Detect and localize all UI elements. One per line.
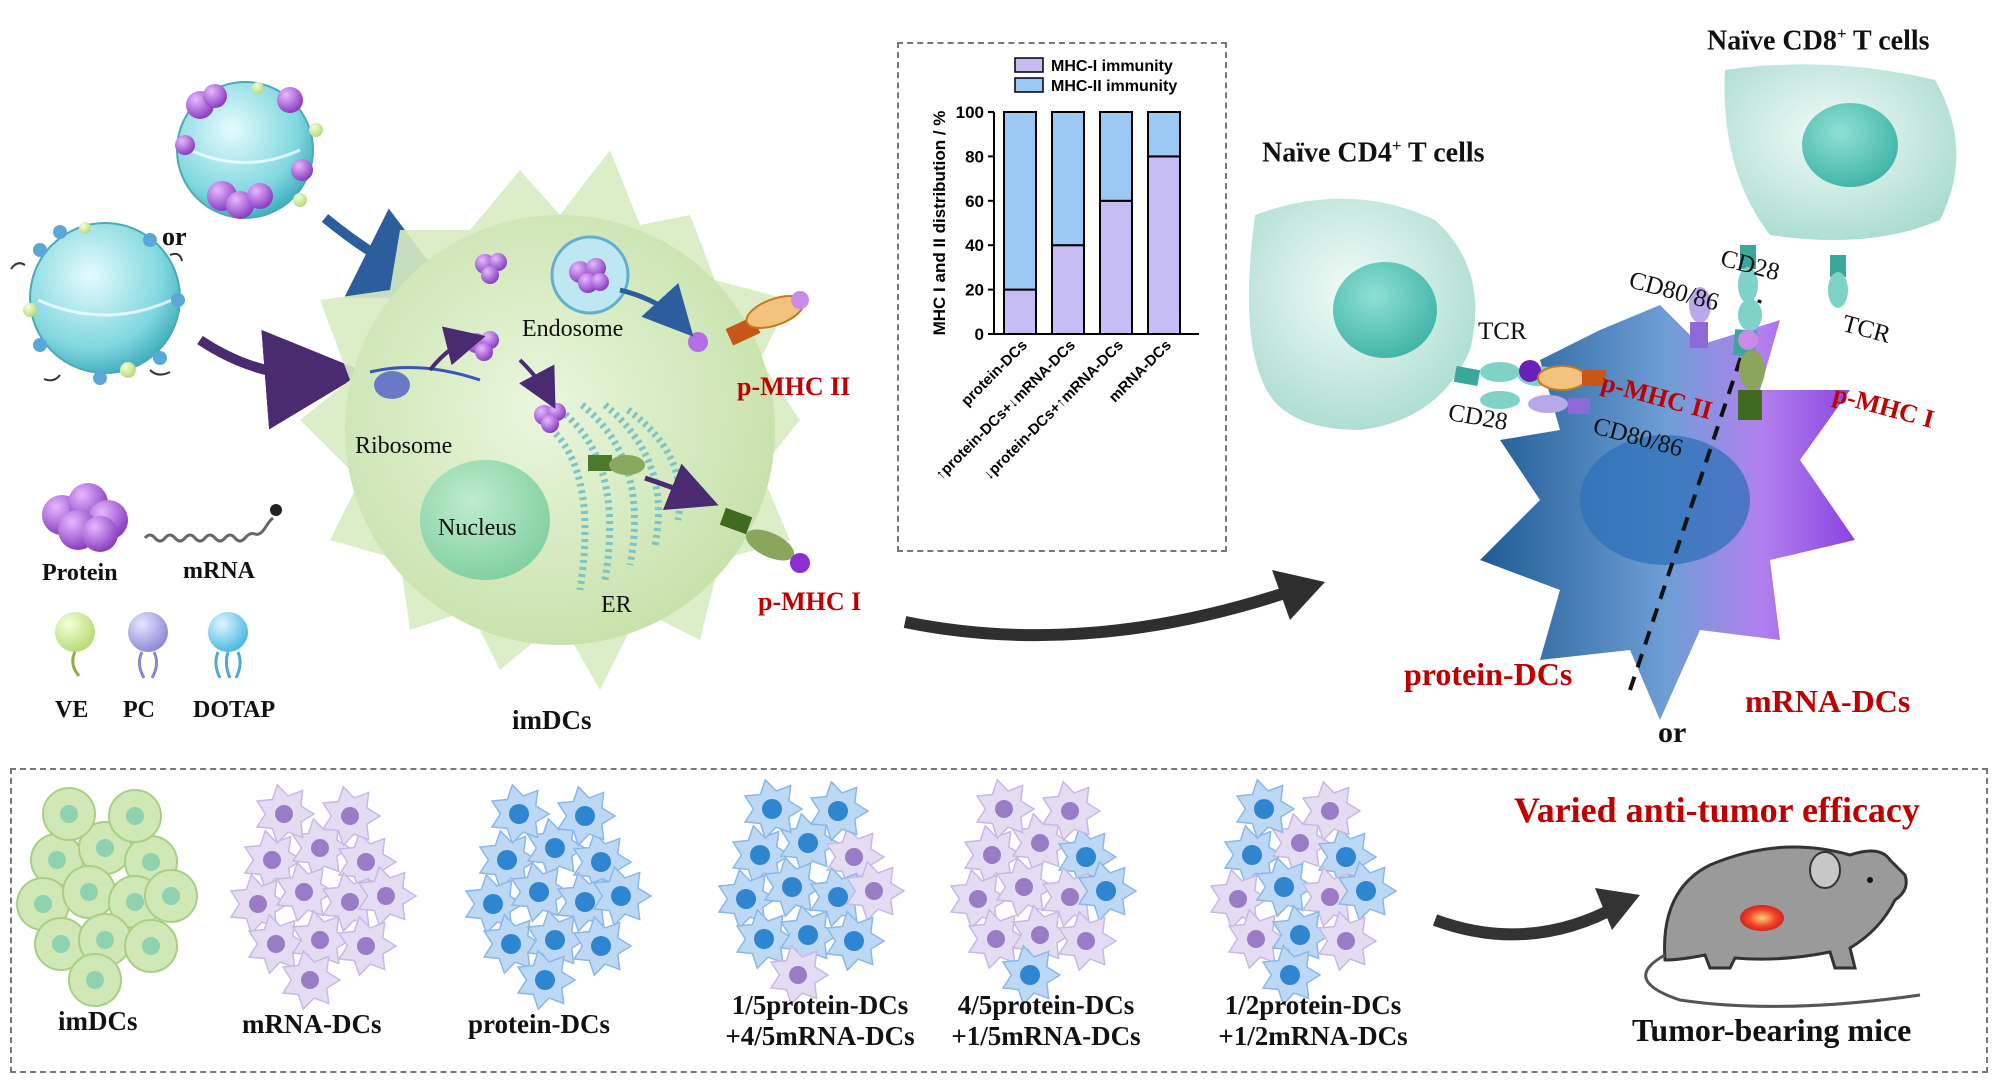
ve-legend-label: VE xyxy=(55,697,89,723)
cluster-protein-dcs xyxy=(464,783,653,1011)
mrna-dcs-label: mRNA-DCs xyxy=(1745,683,1911,719)
y-tick-label: 100 xyxy=(956,103,984,122)
group-label-mix-2: 4/5protein-DCs +1/5mRNA-DCs xyxy=(951,990,1141,1051)
ribosome-label: Ribosome xyxy=(355,433,453,459)
legend-label: MHC-II immunity xyxy=(1051,78,1177,95)
cd4-t-cells-label: Naïve CD4+ T cells xyxy=(1262,136,1485,169)
ve-legend-icon xyxy=(55,612,95,677)
pmhc2-complex xyxy=(725,291,809,346)
cd8-t-cell xyxy=(1724,64,1957,240)
uptake-arrow-mrna xyxy=(197,329,365,430)
or-right-label: or xyxy=(1658,716,1687,749)
cd8-t-cells-label: Naïve CD8+ T cells xyxy=(1707,24,1930,57)
bar-mhc1-3 xyxy=(1147,155,1181,336)
tcr-cd28-right xyxy=(1689,245,1848,420)
bottom-arrow xyxy=(1432,899,1623,941)
cd4-t-cell xyxy=(1248,198,1476,430)
mrna-nanoparticle xyxy=(10,222,185,385)
group-label-protein-dcs: protein-DCs xyxy=(468,1009,611,1039)
cluster-1-2-protein xyxy=(1209,778,1398,1006)
y-tick-label: 0 xyxy=(975,325,984,344)
bottom-panel xyxy=(10,768,1988,1073)
y-tick-label: 60 xyxy=(965,192,984,211)
imdc-cell xyxy=(300,150,800,690)
dotap-legend-label: DOTAP xyxy=(193,697,276,723)
er-label: ER xyxy=(601,592,632,618)
mrna-legend-icon xyxy=(143,504,282,543)
protein-dcs-label: protein-DCs xyxy=(1404,656,1573,692)
chart-panel: 0 20 40 60 80 100 MHC I and II distribution / … xyxy=(897,42,1227,552)
bar-mhc1-0 xyxy=(1003,288,1037,336)
protein-nanoparticle xyxy=(175,81,323,219)
legend-swatch xyxy=(1014,77,1044,93)
big-arrow xyxy=(903,582,1302,642)
y-tick-label: 40 xyxy=(965,236,984,255)
pmhc1-complex xyxy=(719,507,810,573)
mice-label: Tumor-bearing mice xyxy=(1632,1012,1912,1048)
bar-mhc1-1 xyxy=(1051,244,1085,335)
group-label-mrna-dcs: mRNA-DCs xyxy=(242,1009,382,1039)
bar-mhc1-2 xyxy=(1099,199,1133,335)
y-tick-label: 80 xyxy=(965,147,984,166)
cluster-mrna-dcs xyxy=(229,783,418,1011)
group-label-mix-3: 1/2protein-DCs +1/2mRNA-DCs xyxy=(1218,990,1408,1051)
stacked-bar-chart: 0 20 40 60 80 100 MHC I and II distribution / … xyxy=(930,57,1199,483)
y-tick-label: 20 xyxy=(965,281,984,300)
bottom-title: Varied anti-tumor efficacy xyxy=(1514,790,1920,830)
mrna-legend-label: mRNA xyxy=(183,558,255,584)
protein-legend-label: Protein xyxy=(42,560,118,586)
tcr-cd28-left xyxy=(1453,360,1606,414)
legend-label: MHC-I immunity xyxy=(1051,58,1173,75)
pmhc1-label: p-MHC I xyxy=(758,587,862,616)
bar-mhc2-1 xyxy=(1051,111,1085,247)
pmhc2-label: p-MHC II xyxy=(737,372,851,401)
cluster-1-5-protein xyxy=(717,778,906,1006)
pc-legend-label: PC xyxy=(123,697,155,723)
cluster-imdcs xyxy=(16,787,198,1007)
nucleus-label: Nucleus xyxy=(438,515,517,541)
or-label: or xyxy=(162,222,187,251)
y-axis-label: MHC I and II distribution / % xyxy=(930,111,949,336)
group-label-mix-1: 1/5protein-DCs +4/5mRNA-DCs xyxy=(725,990,915,1051)
endosome-label: Endosome xyxy=(522,316,624,342)
tumor-mouse xyxy=(1644,845,1921,1008)
legend-swatch xyxy=(1014,57,1044,73)
cluster-4-5-protein xyxy=(949,778,1138,1006)
bar-mhc2-3 xyxy=(1147,111,1181,158)
bar-mhc2-0 xyxy=(1003,111,1037,291)
group-label-imdcs: imDCs xyxy=(58,1006,138,1036)
imdcs-label: imDCs xyxy=(512,705,592,735)
dotap-legend-icon xyxy=(208,612,248,679)
tcr-left-label: TCR xyxy=(1478,318,1527,345)
bar-mhc2-2 xyxy=(1099,111,1133,202)
pc-legend-icon xyxy=(128,612,168,679)
protein-legend-icon xyxy=(42,483,128,552)
